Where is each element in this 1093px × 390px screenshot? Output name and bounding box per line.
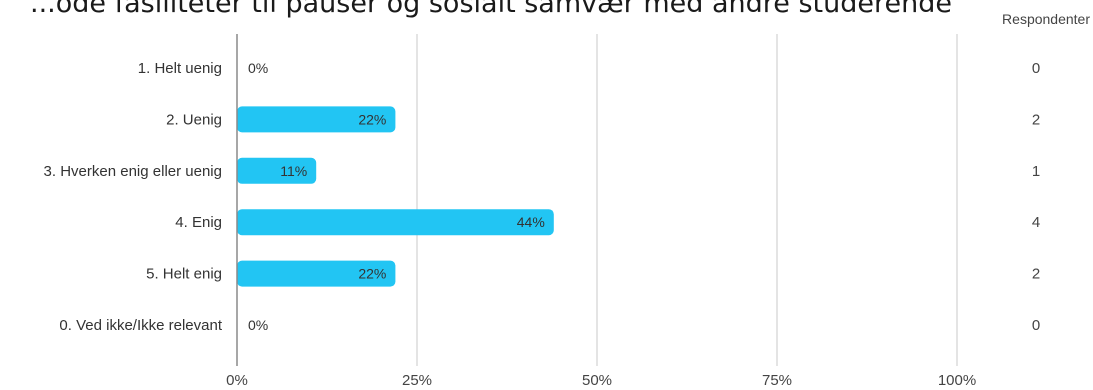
gridlines — [416, 34, 958, 366]
category-label: 2. Uenig — [166, 111, 222, 128]
value-label: 44% — [517, 214, 545, 230]
x-tick-label: 0% — [226, 372, 248, 389]
respondent-count: 1 — [1032, 163, 1040, 180]
value-label: 0% — [248, 60, 268, 76]
x-tick-label: 75% — [762, 372, 792, 389]
chart-title: ...ode fasiliteter til pauser og sosialt… — [30, 0, 952, 19]
respondent-count: 2 — [1032, 111, 1040, 128]
respondent-count: 0 — [1032, 60, 1040, 77]
bar — [237, 209, 554, 236]
respondent-count: 2 — [1032, 266, 1040, 283]
x-tick-label: 100% — [938, 372, 976, 389]
value-label: 22% — [358, 266, 386, 282]
respondent-counts: Respondenter 0 2 1 4 2 0 — [1002, 11, 1090, 334]
bar — [237, 157, 317, 184]
respondent-count: 4 — [1032, 214, 1040, 231]
x-tick-label: 25% — [402, 372, 432, 389]
x-axis-ticks: 0% 25% 50% 75% 100% — [226, 372, 976, 389]
value-label: 22% — [358, 111, 386, 127]
value-label: 0% — [248, 317, 268, 333]
category-label: 0. Ved ikke/Ikke relevant — [59, 317, 222, 334]
category-labels: 1. Helt uenig 2. Uenig 3. Hverken enig ell… — [44, 60, 223, 334]
x-tick-label: 50% — [582, 372, 612, 389]
value-label: 11% — [280, 163, 307, 179]
bar — [237, 106, 396, 133]
value-labels: 0% 22% 11% 44% 22% 0% — [248, 60, 545, 333]
category-label: 4. Enig — [175, 214, 222, 231]
bars — [237, 106, 554, 287]
bar — [237, 260, 396, 287]
category-label: 1. Helt uenig — [138, 60, 222, 77]
respondent-count: 0 — [1032, 317, 1040, 334]
category-label: 5. Helt enig — [146, 266, 222, 283]
category-label: 3. Hverken enig eller uenig — [44, 163, 222, 180]
respondents-header: Respondenter — [1002, 11, 1090, 27]
